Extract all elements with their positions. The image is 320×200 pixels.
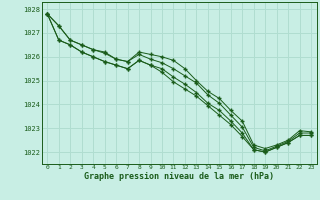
X-axis label: Graphe pression niveau de la mer (hPa): Graphe pression niveau de la mer (hPa) — [84, 172, 274, 181]
